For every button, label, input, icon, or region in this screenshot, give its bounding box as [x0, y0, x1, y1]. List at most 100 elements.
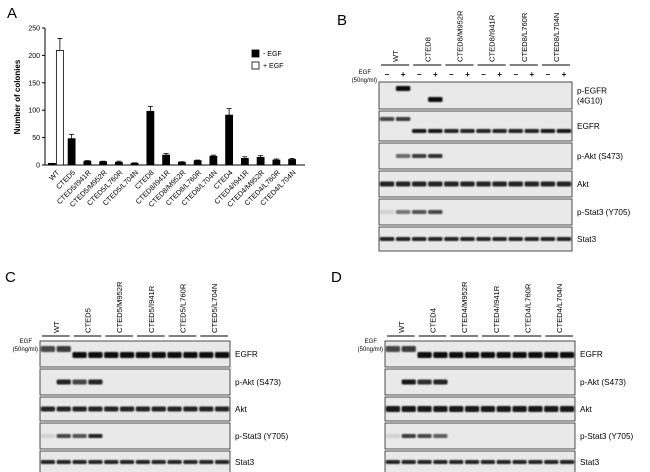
blot-strip: [378, 81, 573, 110]
band: [508, 181, 523, 187]
panel-letter-b: B: [337, 12, 347, 29]
band: [395, 210, 411, 214]
band: [151, 406, 166, 412]
legend-swatch: [251, 61, 260, 70]
egf-concentration: (50ng/ml): [358, 347, 383, 353]
band: [492, 237, 507, 241]
band: [433, 434, 448, 438]
blot-row-label: p-Akt (S473): [235, 378, 281, 387]
egf-minus: –: [385, 70, 390, 79]
band: [480, 460, 496, 464]
band: [476, 237, 491, 241]
panel-letter-c: C: [5, 269, 16, 286]
egf-minus: –: [513, 70, 518, 79]
band: [496, 460, 511, 464]
band: [199, 352, 214, 358]
egf-label: EGF: [20, 339, 33, 345]
band: [104, 406, 119, 412]
panel-letter-d: D: [331, 269, 342, 286]
band: [183, 460, 198, 464]
blot-panel-d: WT CTED4 CTED4/M952R CTED4/I941R CTED4/L760R…: [358, 281, 634, 472]
blot-strip: [384, 340, 576, 368]
band: [385, 406, 401, 412]
egf-minus: –: [449, 70, 454, 79]
band: [72, 460, 87, 464]
band: [385, 346, 401, 352]
blot-panel-c: WT CTED5 CTED5/M952R CTED5/I941R CTED5/L760R…: [13, 281, 289, 472]
band: [444, 181, 459, 187]
blot-row-label: (4G10): [577, 97, 603, 106]
band: [559, 352, 575, 358]
band: [395, 237, 411, 241]
blot-row-label: Stat3: [235, 458, 255, 467]
blot-row-label: Akt: [577, 180, 590, 189]
band: [214, 460, 230, 464]
egf-concentration: (50ng/ml): [13, 347, 38, 353]
band: [417, 434, 432, 438]
band: [119, 406, 135, 412]
band: [524, 129, 540, 133]
band: [401, 406, 416, 412]
chart-legend: - EGF + EGF: [251, 49, 283, 70]
egf-minus: –: [546, 70, 551, 79]
band: [492, 129, 507, 133]
lane-header: CTED8/L704N: [552, 13, 561, 62]
egf-plus: +: [529, 70, 534, 79]
blot-row-label: p-Stat3 (Y705): [580, 432, 634, 441]
band: [72, 406, 87, 412]
band: [417, 352, 432, 358]
legend-label: - EGF: [263, 51, 282, 58]
band: [433, 352, 448, 358]
band: [528, 352, 543, 358]
y-tick-label: 250: [28, 26, 40, 33]
band: [88, 434, 103, 438]
band: [40, 346, 56, 352]
band: [183, 352, 198, 358]
band: [401, 460, 416, 464]
egf-label: EGF: [359, 70, 372, 76]
blot-row-label: Akt: [235, 405, 248, 414]
band: [524, 237, 540, 241]
panel-letter-a: A: [7, 5, 17, 22]
blot-row-label: Stat3: [580, 458, 600, 467]
lane-header: WT: [397, 321, 406, 333]
band: [464, 352, 480, 358]
egf-label: EGF: [365, 339, 378, 345]
lane-header: CTED5/L760R: [179, 283, 188, 333]
egf-plus: +: [433, 70, 438, 79]
blot-row-label: p-EGFR: [577, 87, 607, 96]
band: [411, 210, 427, 214]
band: [135, 406, 151, 412]
band: [556, 181, 572, 187]
bar: [193, 160, 202, 166]
blot-strip: [384, 396, 576, 422]
band: [167, 406, 182, 412]
egf-concentration: (50ng/ml): [352, 78, 377, 84]
band: [379, 237, 395, 241]
band: [385, 460, 401, 464]
band: [540, 237, 556, 241]
band: [385, 434, 401, 438]
blot-strip: [384, 422, 576, 450]
band: [540, 129, 556, 133]
band: [88, 352, 103, 358]
band: [556, 237, 572, 241]
lane-header: CTED5/I941R: [147, 285, 156, 333]
band: [496, 352, 511, 358]
blot-row-label: Stat3: [577, 235, 597, 244]
lane-header: WT: [52, 321, 61, 333]
band: [395, 154, 411, 158]
blot-strip: [378, 170, 573, 198]
band: [512, 460, 527, 464]
band: [512, 352, 527, 358]
legend-label: + EGF: [263, 63, 283, 70]
band: [379, 210, 395, 214]
blot-strip: [39, 450, 231, 472]
band: [72, 379, 87, 385]
band: [56, 346, 71, 352]
band: [417, 460, 432, 464]
band: [417, 406, 432, 412]
bar: [256, 156, 265, 166]
band: [559, 460, 575, 464]
band: [56, 434, 71, 438]
